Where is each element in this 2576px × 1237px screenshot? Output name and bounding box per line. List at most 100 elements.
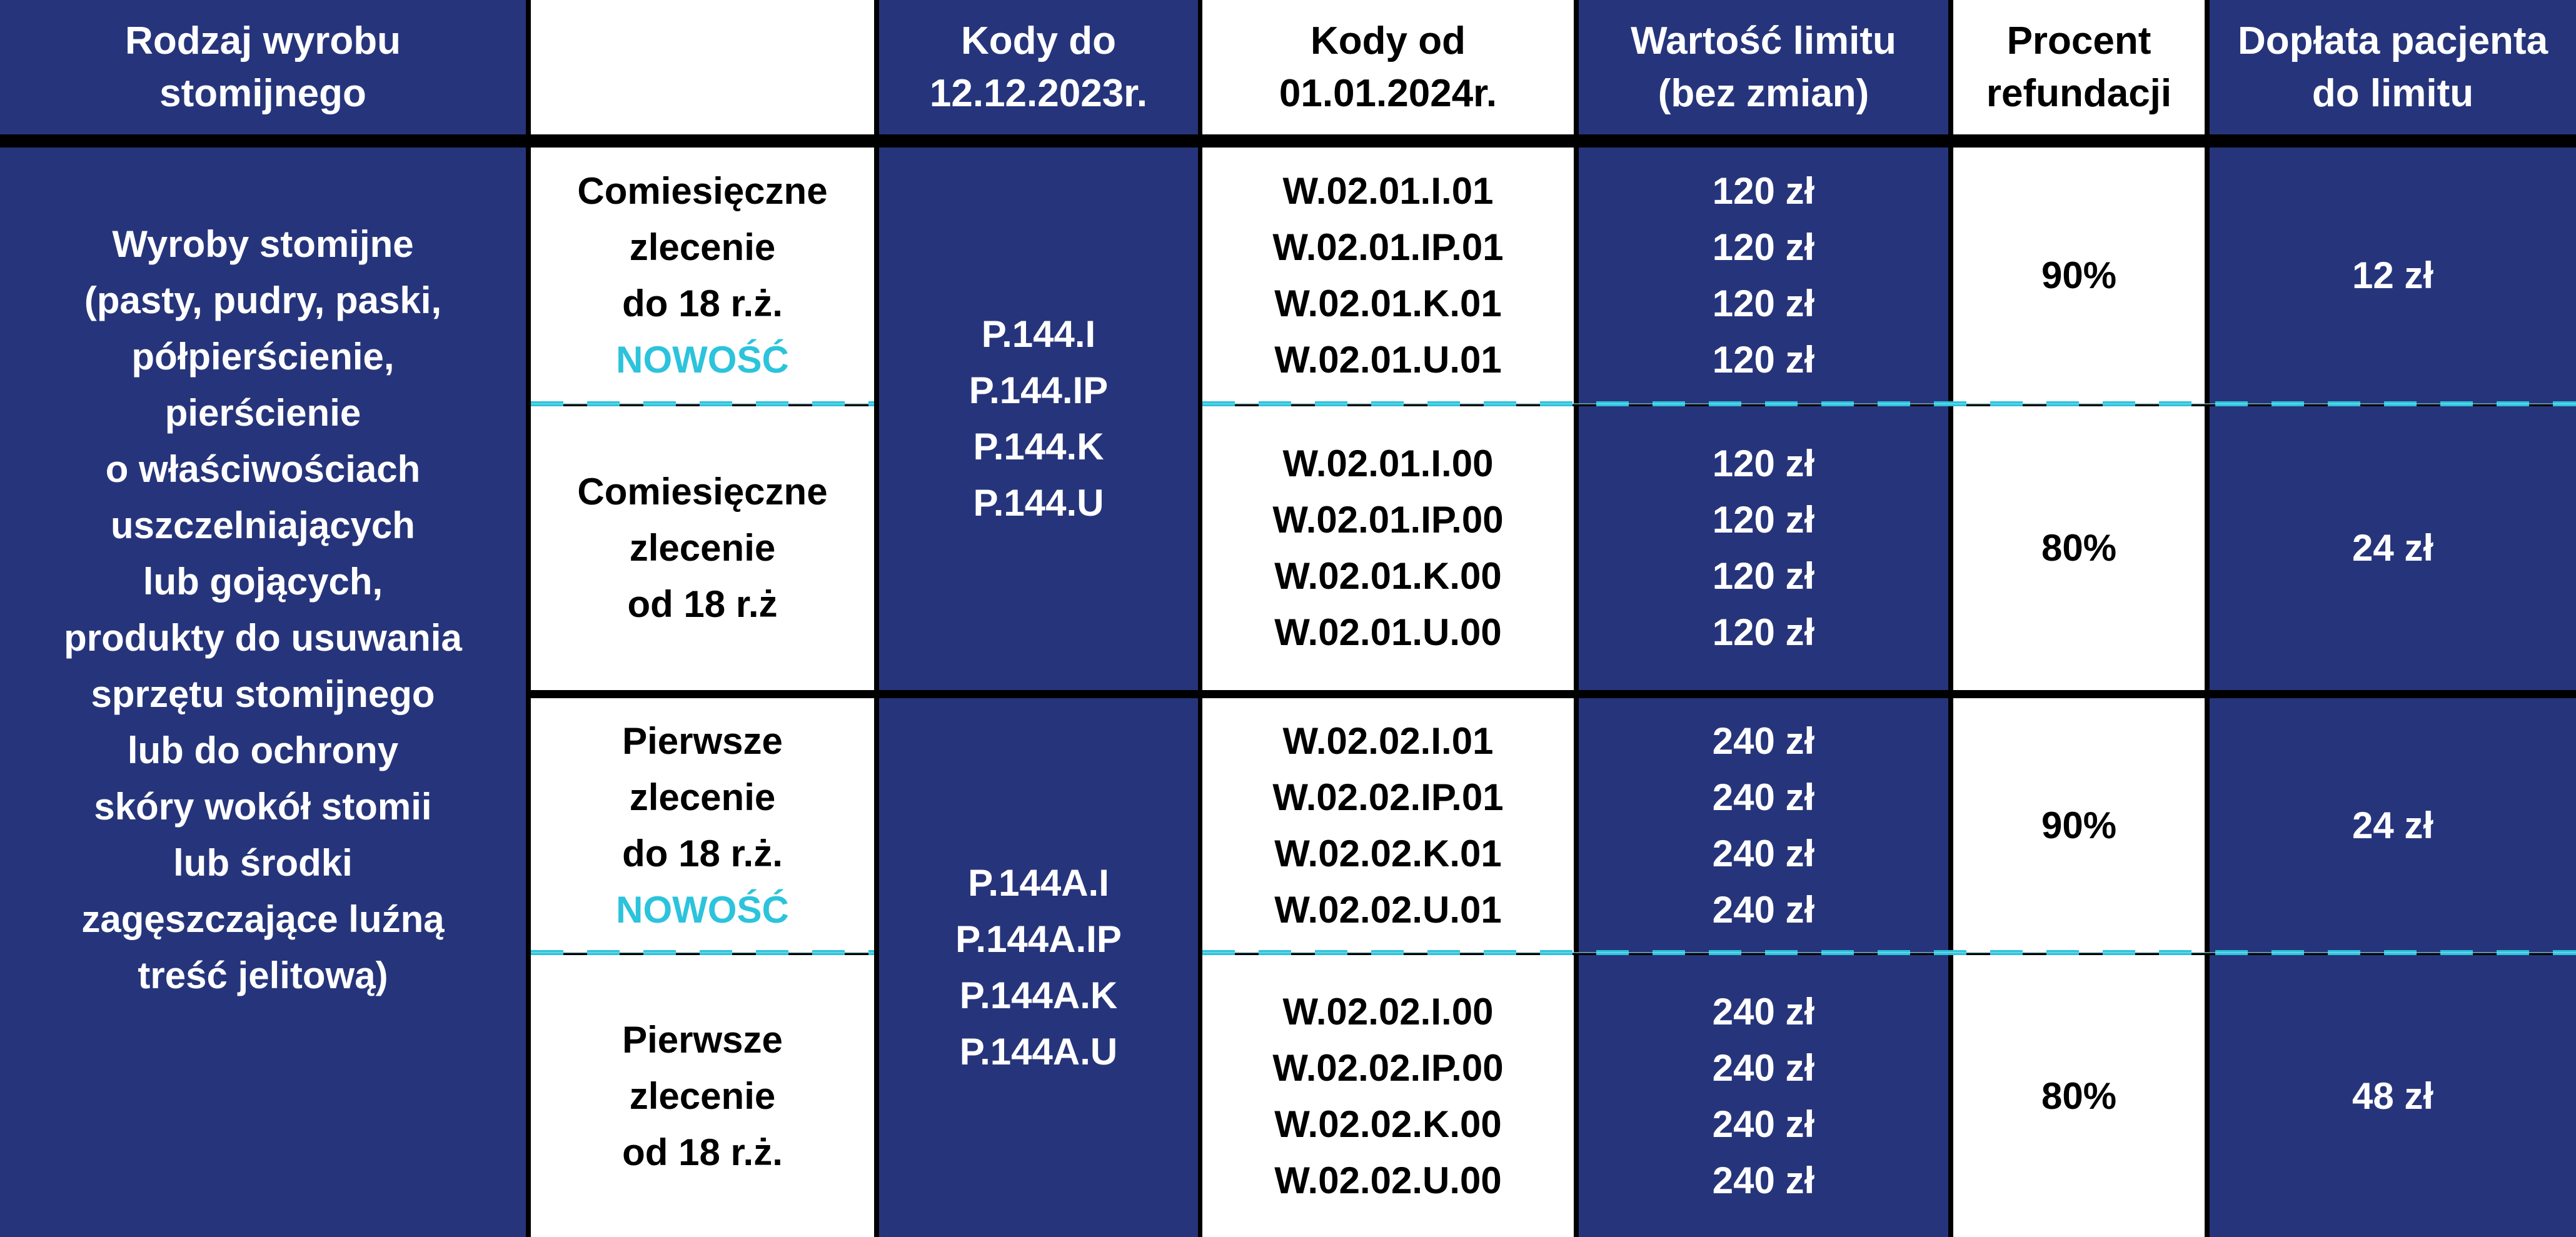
- copay-cell: 12 zł: [2210, 148, 2576, 404]
- limit-value: 120 zł: [1712, 170, 1815, 212]
- limit-cell: 120 zł 120 zł 120 zł 120 zł: [1579, 148, 1948, 404]
- limit-value: 240 zł: [1712, 1046, 1815, 1089]
- new-code: W.02.02.IP.00: [1272, 1046, 1504, 1089]
- new-code: W.02.02.I.01: [1282, 719, 1494, 762]
- refund-value: 80%: [2041, 527, 2117, 569]
- new-code: W.02.01.IP.00: [1272, 499, 1504, 541]
- limit-value: 120 zł: [1712, 283, 1815, 324]
- header-line: refundacji: [1986, 71, 2172, 115]
- copay-cell: 24 zł: [2210, 698, 2576, 953]
- copay-cell: 48 zł: [2210, 955, 2576, 1237]
- limit-value: 240 zł: [1712, 888, 1815, 931]
- limit-value: 240 zł: [1712, 776, 1815, 818]
- limit-value: 120 zł: [1712, 499, 1815, 541]
- copay-value: 24 zł: [2352, 804, 2434, 846]
- limit-value: 240 zł: [1712, 832, 1815, 874]
- order-type-line: od 18 r.ż.: [622, 1131, 783, 1173]
- header-codes-old: Kody do 12.12.2023r.: [879, 0, 1198, 134]
- order-type-line: zlecenie: [629, 226, 776, 268]
- limit-value: 240 zł: [1712, 1103, 1815, 1145]
- desc-line: o właściwościach: [105, 448, 421, 490]
- order-type-line: zlecenie: [629, 527, 776, 569]
- new-codes-cell: W.02.02.I.01 W.02.02.IP.01 W.02.02.K.01 …: [1202, 698, 1574, 953]
- desc-line: lub środki: [173, 842, 353, 884]
- order-type-line: Pierwsze: [622, 1018, 783, 1061]
- header-refund: Procent refundacji: [1953, 0, 2205, 134]
- header-codes-new: Kody od 01.01.2024r.: [1202, 0, 1574, 134]
- old-codes-group-1: P.144.I P.144.IP P.144.K P.144.U: [879, 148, 1198, 690]
- header-line: Rodzaj wyrobu: [125, 19, 401, 63]
- desc-line: treść jelitową): [138, 954, 388, 996]
- refund-cell: 90%: [1953, 698, 2205, 953]
- product-description: Wyroby stomijne (pasty, pudry, paski, pó…: [0, 148, 526, 1237]
- new-code: W.02.01.K.00: [1274, 555, 1502, 597]
- copay-value: 48 zł: [2352, 1074, 2434, 1117]
- desc-line: sprzętu stomijnego: [91, 673, 435, 715]
- limit-cell: 120 zł 120 zł 120 zł 120 zł: [1579, 406, 1948, 690]
- refund-cell: 90%: [1953, 148, 2205, 404]
- header-product-type: Rodzaj wyrobu stomijnego: [0, 0, 526, 134]
- header-copay: Dopłata pacjenta do limitu: [2210, 0, 2576, 134]
- limit-value: 240 zł: [1712, 1159, 1815, 1201]
- copay-value: 12 zł: [2352, 254, 2434, 296]
- desc-line: Wyroby stomijne: [112, 223, 414, 265]
- limit-value: 120 zł: [1712, 555, 1815, 597]
- desc-line: zagęszczające luźną: [81, 898, 445, 940]
- order-type-line: zlecenie: [629, 776, 776, 818]
- old-code: P.144A.IP: [955, 918, 1122, 960]
- order-type-cell: Comiesięczne zlecenie od 18 r.ż: [531, 406, 874, 690]
- header-limit: Wartość limitu (bez zmian): [1579, 0, 1948, 134]
- new-code: W.02.02.U.01: [1274, 888, 1502, 931]
- new-code: W.02.02.K.01: [1274, 832, 1502, 874]
- row-divider-dashed: [531, 401, 874, 406]
- new-code: W.02.01.I.00: [1282, 443, 1494, 484]
- new-code: W.02.01.U.01: [1274, 339, 1502, 381]
- new-badge: NOWOŚĆ: [616, 888, 789, 931]
- new-code: W.02.01.K.01: [1274, 283, 1502, 324]
- limit-value: 240 zł: [1712, 990, 1815, 1033]
- desc-line: produkty do usuwania: [64, 617, 462, 659]
- old-codes-group-2: P.144A.I P.144A.IP P.144A.K P.144A.U: [879, 698, 1198, 1237]
- header-line: Wartość limitu: [1631, 19, 1896, 63]
- new-code: W.02.01.I.01: [1282, 170, 1494, 212]
- order-type-cell: Pierwsze zlecenie do 18 r.ż. NOWOŚĆ: [531, 698, 874, 953]
- old-code: P.144.IP: [969, 369, 1109, 411]
- limit-value: 240 zł: [1712, 719, 1815, 762]
- desc-line: lub gojących,: [143, 561, 383, 603]
- new-code: W.02.01.IP.01: [1272, 226, 1504, 268]
- limit-cell: 240 zł 240 zł 240 zł 240 zł: [1579, 698, 1948, 953]
- new-code: W.02.02.I.00: [1282, 990, 1494, 1033]
- refund-value: 90%: [2041, 804, 2117, 846]
- refund-value: 90%: [2041, 254, 2117, 296]
- header-line: Kody do: [961, 19, 1116, 63]
- header-line: 12.12.2023r.: [929, 71, 1148, 115]
- header-line: Kody od: [1311, 19, 1466, 63]
- desc-line: skóry wokół stomii: [94, 786, 432, 828]
- refund-cell: 80%: [1953, 406, 2205, 690]
- limit-value: 120 zł: [1712, 339, 1815, 381]
- new-codes-cell: W.02.02.I.00 W.02.02.IP.00 W.02.02.K.00 …: [1202, 955, 1574, 1237]
- order-type-line: zlecenie: [629, 1074, 776, 1117]
- old-code: P.144.U: [973, 482, 1104, 524]
- order-type-line: od 18 r.ż: [627, 583, 778, 625]
- copay-value: 24 zł: [2352, 527, 2434, 569]
- new-codes-cell: W.02.01.I.00 W.02.01.IP.00 W.02.01.K.00 …: [1202, 406, 1574, 690]
- new-badge: NOWOŚĆ: [616, 339, 789, 381]
- order-type-line: Pierwsze: [622, 719, 783, 762]
- order-type-cell: Pierwsze zlecenie od 18 r.ż.: [531, 955, 874, 1237]
- row-divider-dashed: [531, 950, 874, 955]
- new-code: W.02.02.IP.01: [1272, 776, 1504, 818]
- header-blank: [531, 0, 874, 134]
- header-line: Procent: [2006, 19, 2151, 63]
- new-code: W.02.02.K.00: [1274, 1103, 1502, 1145]
- row-divider-dashed: [1202, 950, 2576, 955]
- header-line: Dopłata pacjenta: [2237, 19, 2548, 63]
- new-code: W.02.02.U.00: [1274, 1159, 1502, 1201]
- limit-cell: 240 zł 240 zł 240 zł 240 zł: [1579, 955, 1948, 1237]
- desc-line: pierścienie: [164, 392, 361, 434]
- old-code: P.144.I: [981, 313, 1096, 355]
- order-type-cell: Comiesięczne zlecenie do 18 r.ż. NOWOŚĆ: [531, 148, 874, 404]
- header-line: 01.01.2024r.: [1279, 71, 1497, 115]
- new-code: W.02.01.U.00: [1274, 611, 1502, 653]
- old-code: P.144A.I: [968, 862, 1109, 904]
